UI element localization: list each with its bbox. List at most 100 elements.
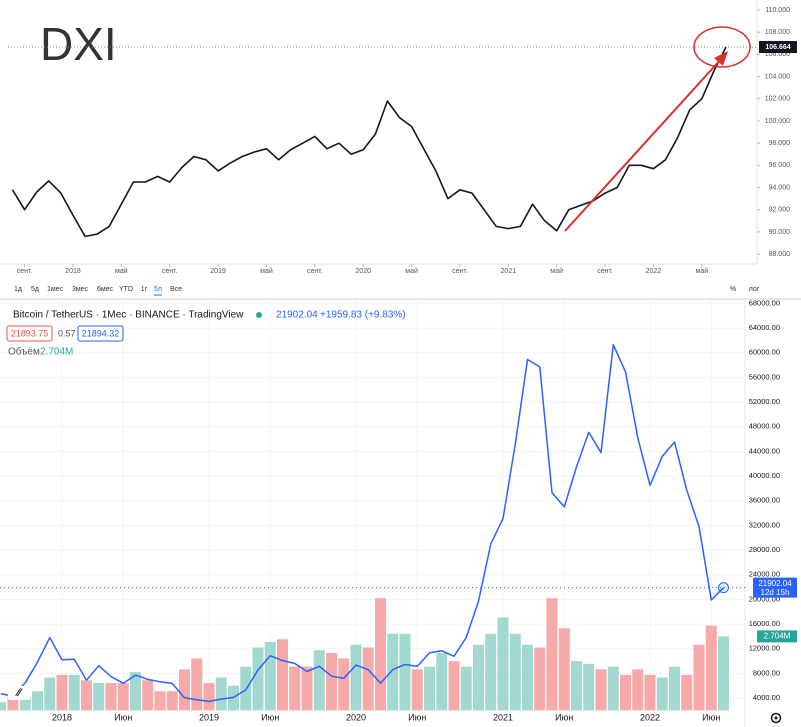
volume-bar (32, 691, 43, 711)
range-button[interactable]: Все (170, 286, 182, 293)
volume-bar (179, 669, 190, 711)
y-tick-label: 20000.00 (749, 594, 780, 603)
y-tick-label: 52000.00 (749, 397, 780, 406)
price-line (11, 46, 727, 238)
volume-bar (289, 666, 301, 711)
volume-bar (362, 647, 374, 711)
volume-bar (68, 674, 80, 711)
y-tick-label: 56000.00 (749, 372, 780, 381)
volume-bar (387, 633, 399, 711)
volume-bar (411, 669, 423, 711)
volume-bar (546, 598, 558, 711)
spread: 0.57 (58, 328, 76, 338)
volume-bar (81, 680, 92, 711)
volume-bar (301, 666, 313, 711)
last-value-label: 106.664 (765, 44, 790, 51)
range-button[interactable]: 1мес (47, 286, 64, 293)
x-tick-label: сент. (307, 268, 323, 275)
highlight-circle (693, 26, 751, 68)
x-tick-label: 2020 (346, 712, 366, 722)
y-tick-label: 68000.00 (749, 298, 780, 307)
volume-bar (448, 661, 460, 711)
trend-arrow (564, 57, 723, 232)
volume-bar (277, 639, 288, 711)
volume-bar (632, 669, 644, 711)
x-tick-label: Июн (555, 712, 573, 722)
volume-bar (693, 644, 705, 711)
volume-bar (718, 636, 729, 711)
x-tick-label: 2018 (52, 712, 72, 722)
volume-bar (644, 674, 656, 711)
volume-bar (473, 644, 484, 711)
range-button[interactable]: 6мес (97, 286, 114, 293)
range-button[interactable]: 3мес (72, 286, 89, 293)
y-tick-label: 44000.00 (749, 446, 780, 455)
y-tick-label: 110.000 (765, 7, 790, 14)
last-point (718, 582, 729, 594)
price-tag-value: 21902.04 (758, 579, 792, 588)
last-value-box (759, 41, 797, 54)
y-tick-label: 94.000 (769, 184, 791, 191)
volume-bar (485, 633, 497, 711)
x-tick-label: сент. (452, 268, 468, 275)
scale-option[interactable]: % (730, 286, 736, 293)
scale-option[interactable]: лог (749, 286, 760, 293)
x-tick-label: май (115, 267, 128, 275)
range-button[interactable]: 1г (141, 286, 148, 293)
volume-bar (705, 625, 717, 711)
bid-box[interactable] (6, 325, 53, 342)
x-tick-label: сент. (17, 268, 33, 275)
volume-bar (656, 677, 668, 711)
x-tick-label: 2020 (355, 268, 371, 275)
volume-bar (607, 666, 619, 711)
chart-title: DXI (40, 18, 117, 70)
volume-bar (264, 642, 276, 711)
y-tick-label: 4000.00 (753, 693, 780, 702)
volume-bar (105, 683, 117, 711)
range-button[interactable]: 1д (14, 286, 22, 293)
y-tick-label: 96.000 (769, 162, 791, 169)
y-tick-label: 24000.00 (749, 570, 780, 579)
x-tick-label: 2022 (646, 268, 662, 275)
volume-bar (509, 633, 521, 711)
y-tick-label: 88.000 (769, 251, 791, 258)
ask-box[interactable] (77, 325, 124, 342)
volume-bar (595, 669, 607, 711)
y-tick-label: 108.000 (765, 29, 790, 36)
range-button[interactable]: 5л (154, 286, 162, 293)
volume-bar (522, 644, 533, 711)
x-tick-label: 2019 (210, 268, 226, 275)
volume-bar (215, 677, 227, 711)
y-tick-label: 8000.00 (753, 668, 780, 677)
volume-bar (0, 702, 7, 711)
x-tick-label: 2022 (640, 712, 660, 722)
price-line (0, 343, 725, 703)
volume-bar (399, 633, 411, 711)
y-tick-label: 60000.00 (749, 348, 780, 357)
y-tick-label: 106.000 (765, 51, 790, 58)
range-button[interactable]: YTD (119, 286, 133, 293)
x-tick-label: Июн (261, 712, 279, 722)
volume-bar (313, 650, 325, 711)
volume-bar (375, 598, 386, 711)
y-tick-label: 104.000 (765, 73, 790, 80)
y-tick-label: 48000.00 (749, 422, 780, 431)
volume-bar (669, 666, 680, 711)
volume-bar (240, 666, 252, 711)
settings-icon[interactable] (770, 712, 782, 724)
volume-bar (191, 658, 203, 711)
volume-bar (44, 677, 56, 711)
y-tick-label: 64000.00 (749, 323, 780, 332)
volume-bar (620, 674, 631, 711)
volume-bar (534, 647, 546, 711)
range-button[interactable]: 5д (31, 286, 39, 293)
x-tick-label: Июн (114, 712, 132, 722)
volume-bar (583, 663, 595, 711)
x-tick-label: Июн (702, 712, 720, 722)
x-tick-label: 2019 (199, 712, 219, 722)
y-tick-label: 102.000 (765, 96, 790, 103)
volume-bar (7, 696, 19, 711)
logo-mark: ⁄⁄ (14, 687, 23, 699)
